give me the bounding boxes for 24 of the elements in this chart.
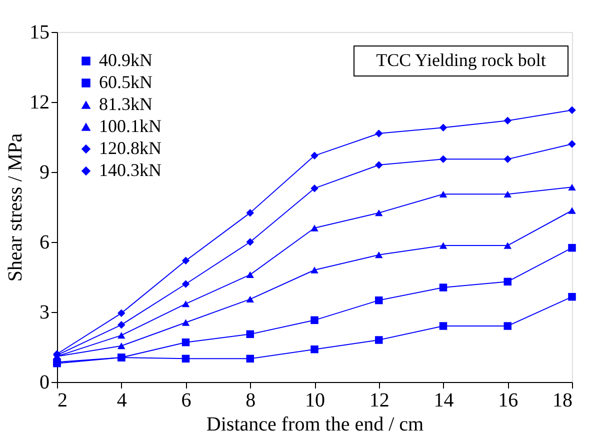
annotation: TCC Yielding rock bolt <box>376 50 546 70</box>
legend-label: 40.9kN <box>99 50 152 70</box>
x-tick-label: 8 <box>246 390 256 412</box>
y-tick-label: 6 <box>40 232 50 254</box>
x-tick-label: 6 <box>181 390 192 412</box>
x-axis-title: Distance from the end / cm <box>206 414 424 436</box>
legend-label: 81.3kN <box>99 94 152 114</box>
y-axis-title: Shear stress / MPa <box>4 133 26 282</box>
x-tick-label: 10 <box>305 390 325 412</box>
y-tick-label: 9 <box>40 162 50 184</box>
x-tick-label: 4 <box>116 390 127 412</box>
y-tick-label: 12 <box>30 92 50 114</box>
legend-label: 100.1kN <box>99 116 162 136</box>
x-tick-label: 12 <box>369 390 390 412</box>
x-tick-label: 14 <box>434 390 454 412</box>
y-tick-label: 0 <box>40 372 50 394</box>
x-tick-label: 16 <box>498 390 518 412</box>
y-tick-label: 3 <box>40 302 50 324</box>
legend-label: 120.8kN <box>99 138 162 158</box>
legend-label: 140.3kN <box>99 160 162 180</box>
x-tick-label: 2 <box>58 390 68 412</box>
legend-label: 60.5kN <box>99 72 152 92</box>
y-tick-label: 15 <box>30 22 50 44</box>
x-tick-label: 18 <box>552 390 572 412</box>
